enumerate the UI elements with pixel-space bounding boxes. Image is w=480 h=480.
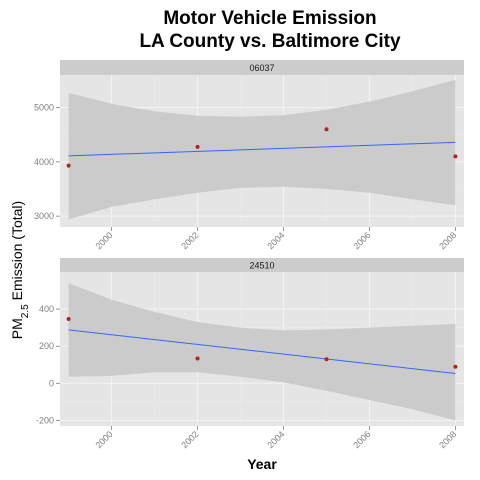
facet-panel-06037: 06037 3000 4000 5000 2000 2002 2004 2006 2008 xyxy=(34,60,464,251)
y-tick-label: 4000 xyxy=(34,157,54,167)
x-tick-label: 2006 xyxy=(351,230,372,251)
x-tick-label: 2008 xyxy=(437,230,458,251)
y-tick-label: 400 xyxy=(39,304,54,314)
y-tick-label: 5000 xyxy=(34,103,54,113)
x-tick-label: 2000 xyxy=(93,230,114,251)
x-tick-label: 2002 xyxy=(179,429,200,450)
chart-title-line-2: LA County vs. Baltimore City xyxy=(139,31,401,52)
y-axis-title-subscript: 2.5 xyxy=(20,304,31,318)
x-tick-label: 2004 xyxy=(265,429,286,450)
data-point xyxy=(195,356,200,361)
facet-strip xyxy=(60,258,464,272)
data-point xyxy=(66,316,71,321)
x-axis-title: Year xyxy=(247,456,277,472)
regression-line xyxy=(68,141,456,157)
y-axis-title: PM2.5 Emission (Total) xyxy=(9,201,31,339)
y-tick-label: 3000 xyxy=(34,211,54,221)
y-axis-title-main: PM xyxy=(9,318,25,339)
facet-strip-label: 06037 xyxy=(249,63,274,73)
chart-title-line-1: Motor Vehicle Emission xyxy=(163,8,376,29)
y-tick-label: 0 xyxy=(49,378,54,388)
x-tick-label: 2000 xyxy=(93,429,114,450)
x-tick-label: 2008 xyxy=(437,429,458,450)
regression-line xyxy=(68,329,456,374)
facet-strip-label: 24510 xyxy=(249,261,274,271)
data-point xyxy=(195,144,200,149)
facet-panel-24510: 24510 -200 0 200 400 2000 2002 2004 2006 2008 xyxy=(36,258,464,450)
y-axis-title-rest: Emission (Total) xyxy=(9,201,25,304)
data-point xyxy=(453,154,458,159)
data-point xyxy=(66,163,71,168)
x-tick-label: 2006 xyxy=(351,429,372,450)
x-tick-label: 2004 xyxy=(265,230,286,251)
chart-title: Motor Vehicle Emission LA County vs. Bal… xyxy=(139,8,401,52)
data-point xyxy=(324,357,329,362)
data-point xyxy=(324,127,329,132)
data-point xyxy=(453,364,458,369)
y-tick-label: 200 xyxy=(39,341,54,351)
x-tick-label: 2002 xyxy=(179,230,200,251)
facet-strip xyxy=(60,60,464,75)
y-tick-label: -200 xyxy=(36,415,54,425)
confidence-band xyxy=(68,79,456,220)
